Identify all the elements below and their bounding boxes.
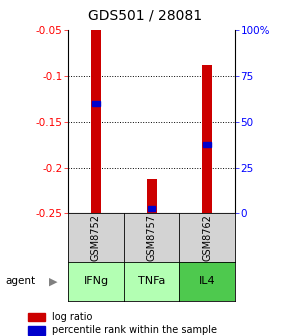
Text: GSM8752: GSM8752 <box>91 214 101 261</box>
Bar <box>28 312 45 321</box>
Bar <box>146 179 157 213</box>
Bar <box>203 142 211 147</box>
Text: log ratio: log ratio <box>52 312 92 322</box>
Text: IL4: IL4 <box>199 277 215 286</box>
Text: agent: agent <box>6 277 36 286</box>
Text: GSM8762: GSM8762 <box>202 214 212 261</box>
Text: GDS501 / 28081: GDS501 / 28081 <box>88 8 202 22</box>
Bar <box>202 65 212 213</box>
Text: ▶: ▶ <box>49 277 58 286</box>
Bar <box>148 207 155 211</box>
Text: IFNg: IFNg <box>84 277 108 286</box>
Text: GSM8757: GSM8757 <box>146 214 157 261</box>
Bar <box>92 101 100 106</box>
Bar <box>28 326 45 335</box>
Bar <box>91 30 101 213</box>
Text: percentile rank within the sample: percentile rank within the sample <box>52 325 217 335</box>
Text: TNFa: TNFa <box>138 277 165 286</box>
